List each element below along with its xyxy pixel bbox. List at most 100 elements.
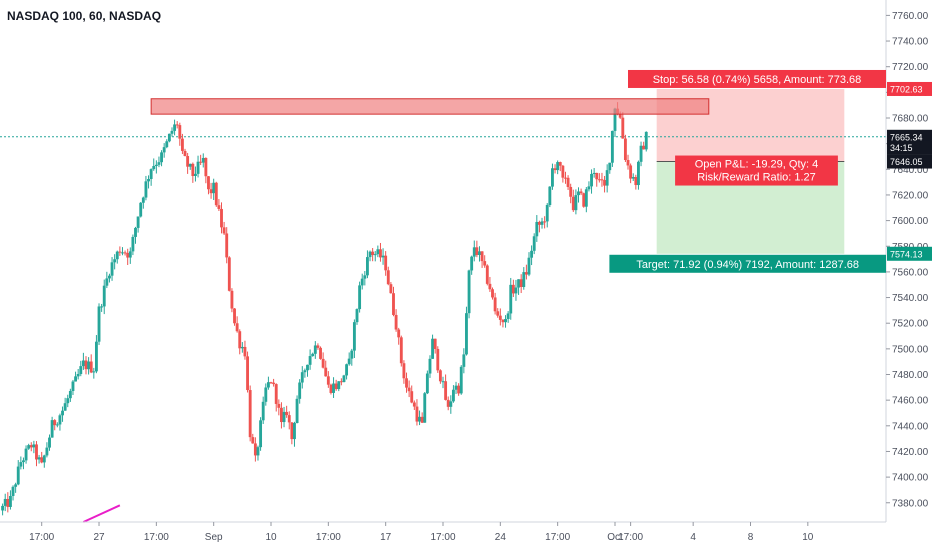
price-tick-label: 7420.00 — [892, 447, 929, 458]
candle-body — [592, 172, 596, 174]
candle-body — [92, 371, 96, 373]
candle-body — [337, 381, 341, 390]
candle-body — [24, 448, 28, 461]
candle-body — [287, 415, 291, 423]
candle-body — [311, 353, 315, 357]
candle-body — [386, 270, 390, 285]
time-tick-label: Oct — [607, 532, 623, 543]
candle-body — [389, 284, 393, 294]
candle-body — [298, 382, 302, 399]
candle-body — [556, 162, 560, 171]
candle-body — [470, 256, 474, 271]
candle-body — [639, 145, 643, 162]
candle-body — [222, 227, 226, 234]
candle-body — [498, 315, 502, 320]
candle-body — [154, 164, 158, 167]
stop-label: Stop: 56.58 (0.74%) 5658, Amount: 773.68 — [653, 74, 862, 86]
candle-body — [644, 131, 648, 150]
candle-body — [444, 381, 448, 400]
candle-body — [227, 257, 231, 291]
candle-body — [493, 297, 497, 312]
candle-body — [621, 117, 625, 139]
candle-body — [170, 130, 174, 134]
candle-body — [407, 387, 411, 392]
candle-body — [626, 160, 630, 166]
candle-body — [613, 108, 617, 131]
candle-body — [248, 390, 252, 438]
candle-body — [14, 484, 18, 487]
price-tick-label: 7600.00 — [892, 216, 929, 227]
candle-body — [188, 163, 192, 167]
candle-body — [100, 306, 104, 308]
candle-body — [165, 141, 169, 148]
candle-body — [467, 270, 471, 314]
candle-body — [506, 313, 510, 319]
trend-line — [82, 504, 121, 523]
candle-body — [412, 402, 416, 407]
candle-body — [579, 191, 583, 194]
candle-body — [235, 323, 239, 332]
candle-body — [274, 384, 278, 404]
candle-body — [433, 338, 437, 349]
candle-body — [186, 156, 190, 167]
candle-body — [321, 358, 325, 368]
candle-body — [167, 133, 171, 142]
candle-body — [558, 162, 562, 166]
candle-body — [131, 236, 135, 252]
candle-body — [126, 252, 130, 258]
candle-body — [574, 195, 578, 211]
candle-body — [420, 416, 424, 423]
candle-body — [600, 179, 604, 181]
candle-body — [1, 505, 5, 511]
candle-body — [524, 272, 528, 275]
price-tick-label: 7520.00 — [892, 319, 929, 330]
candle-body — [475, 247, 479, 255]
candle-body — [204, 157, 208, 177]
candle-body — [71, 381, 75, 392]
candle-body — [363, 275, 367, 279]
candle-body — [290, 422, 294, 440]
candle-body — [11, 486, 15, 496]
candle-body — [431, 338, 435, 359]
candle-body — [618, 114, 622, 118]
candle-body — [251, 437, 255, 444]
time-tick-label: 10 — [802, 532, 814, 543]
candle-body — [543, 221, 547, 223]
candle-body — [334, 383, 338, 390]
price-tick-label: 7760.00 — [892, 11, 929, 22]
candle-body — [457, 385, 461, 394]
candle-body — [160, 152, 163, 163]
candle-body — [365, 257, 369, 276]
candle-body — [379, 249, 382, 258]
candle-body — [207, 176, 210, 190]
candle-body — [345, 364, 349, 376]
candle-body — [97, 306, 101, 342]
candle-body — [121, 252, 124, 254]
candle-body — [347, 358, 351, 365]
candle-body — [94, 341, 98, 372]
candle-body — [58, 415, 62, 425]
candle-body — [243, 346, 247, 357]
price-tick-label: 7440.00 — [892, 421, 929, 432]
candle-body — [316, 345, 320, 348]
candle-body — [517, 279, 521, 288]
candle-body — [212, 182, 216, 194]
candle-body — [631, 177, 635, 179]
candles — [1, 102, 648, 516]
candle-body — [55, 424, 59, 426]
candle-body — [381, 255, 385, 258]
target-label: Target: 71.92 (0.94%) 7192, Amount: 1287… — [636, 259, 859, 271]
candle-body — [371, 251, 375, 256]
candle-body — [256, 447, 260, 456]
price-label-tag — [887, 154, 932, 169]
candle-body — [509, 284, 513, 314]
candle-body — [459, 366, 463, 394]
candle-body — [238, 331, 242, 349]
candle-body — [280, 407, 283, 423]
candle-body — [303, 370, 307, 373]
target-label-bg — [609, 254, 886, 273]
candle-body — [141, 197, 145, 203]
candle-body — [352, 322, 356, 351]
